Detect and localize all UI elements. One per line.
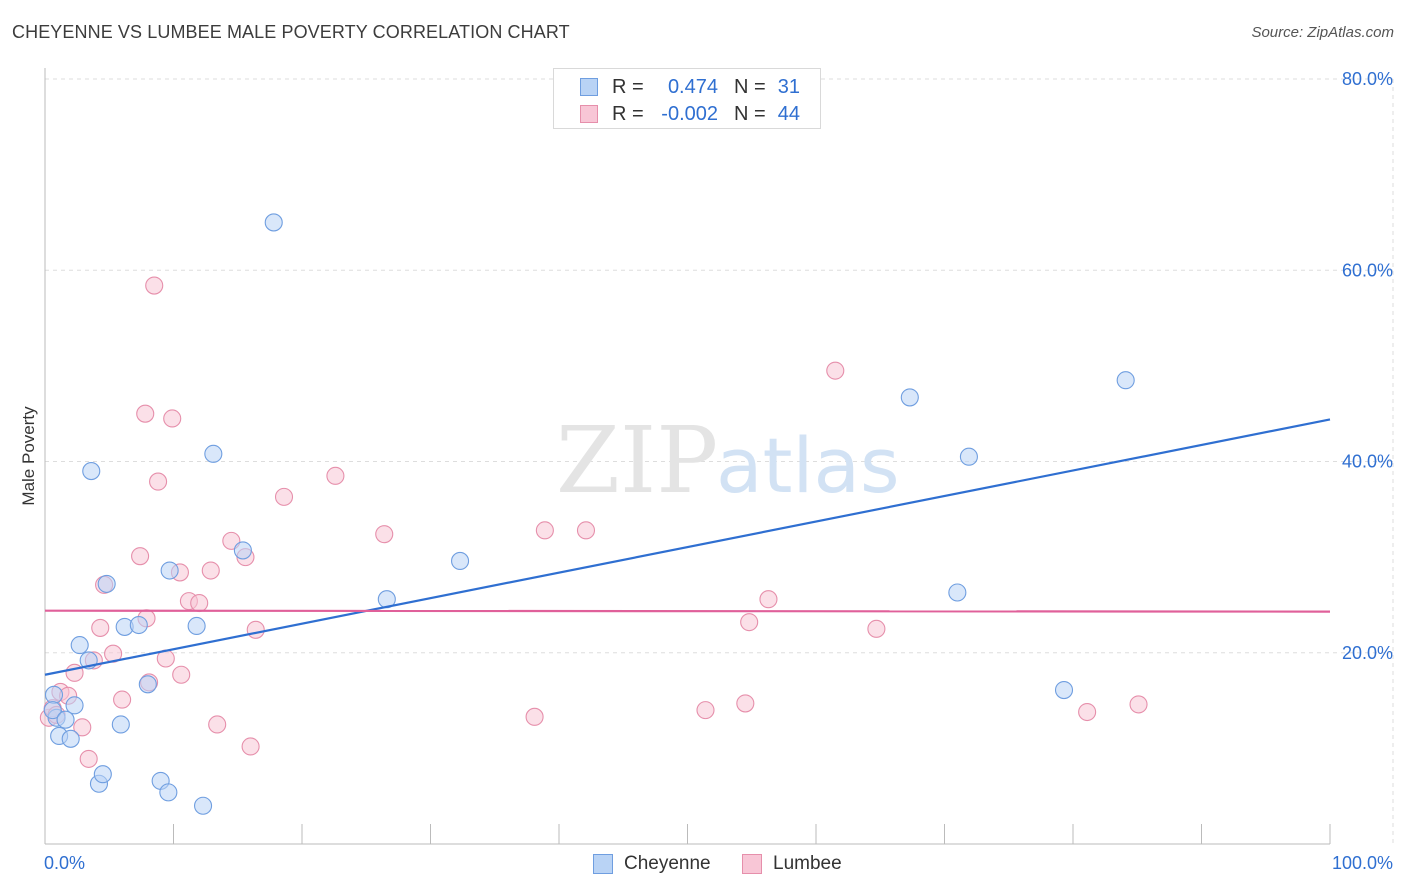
cheyenne-point — [138, 675, 157, 694]
r-value: 0.474 — [667, 76, 718, 98]
bottom-legend-lumbee: Lumbee — [742, 852, 862, 876]
r-value: -0.002 — [661, 103, 718, 125]
watermark-atlas: atlas — [716, 421, 900, 510]
watermark: ZIP atlas — [556, 407, 900, 514]
cheyenne-point — [187, 616, 206, 636]
cheyenne-point — [111, 715, 130, 734]
lumbee-point — [274, 487, 294, 506]
cheyenne-point — [82, 462, 101, 481]
cheyenne-point — [70, 636, 89, 655]
cheyenne-point — [204, 444, 223, 463]
cheyenne-point — [97, 574, 116, 593]
lumbee-point — [149, 472, 168, 491]
legend-row-lumbee: R = -0.002 N = 44 — [554, 101, 820, 127]
cheyenne-point — [61, 729, 80, 748]
y-tick-label: 60.0% — [1342, 260, 1393, 280]
y-tick-label: 40.0% — [1342, 452, 1393, 472]
cheyenne-point — [264, 213, 283, 232]
lumbee-point — [246, 620, 265, 639]
trend-lines — [44, 418, 1331, 676]
cheyenne-point — [233, 541, 252, 560]
lumbee-point — [759, 590, 778, 609]
watermark-zip: ZIP — [556, 407, 718, 514]
lumbee-point — [172, 665, 191, 684]
cheyenne-legend-label: Cheyenne — [624, 853, 711, 874]
cheyenne-point — [43, 701, 62, 720]
lumbee-point — [241, 737, 260, 756]
lumbee-point — [867, 619, 886, 638]
lumbee-point — [375, 525, 394, 544]
n-value: 44 — [777, 103, 800, 125]
cheyenne-point — [1054, 680, 1074, 700]
lumbee-point — [525, 707, 544, 726]
r-label: R = — [612, 76, 644, 98]
cheyenne-point — [451, 551, 470, 571]
lumbee-point — [163, 409, 182, 428]
n-label: N = — [734, 76, 766, 98]
lumbee-point — [145, 276, 164, 295]
cheyenne-point — [900, 388, 919, 407]
lumbee-point — [736, 694, 755, 713]
cheyenne-point — [959, 447, 978, 466]
x-tick-label-max: 100.0% — [1332, 853, 1393, 873]
lumbee-point — [201, 561, 220, 580]
y-tick-label: 80.0% — [1342, 69, 1393, 89]
legend-row-cheyenne: R = 0.474 N = 31 — [554, 74, 820, 100]
cheyenne-legend-swatch — [593, 854, 613, 874]
y-axis-title: Male Poverty — [19, 406, 38, 506]
lumbee-swatch — [580, 105, 598, 123]
lumbee-point — [79, 749, 98, 768]
y-tick-label: 20.0% — [1342, 643, 1393, 663]
cheyenne-point — [129, 615, 148, 635]
lumbee-point — [740, 613, 759, 632]
chart-title: CHEYENNE VS LUMBEE MALE POVERTY CORRELAT… — [12, 22, 570, 42]
lumbee-point — [136, 404, 155, 423]
lumbee-point — [326, 466, 345, 485]
lumbee-point — [696, 701, 715, 720]
lumbee-point — [73, 718, 92, 737]
lumbee-point — [131, 547, 150, 566]
n-value: 31 — [777, 76, 800, 98]
lumbee-point — [826, 361, 845, 380]
lumbee-point — [1078, 702, 1097, 722]
lumbee-point — [535, 521, 554, 540]
correlation-legend: R = 0.474 N = 31 R = -0.002 N = 44 — [553, 68, 821, 129]
cheyenne-point — [194, 796, 213, 815]
lumbee-point — [208, 715, 227, 734]
cheyenne-point — [159, 783, 178, 802]
x-tick-label-min: 0.0% — [44, 853, 85, 873]
lumbee-point — [1129, 695, 1148, 714]
cheyenne-point — [56, 710, 75, 729]
cheyenne-point — [948, 583, 967, 602]
lumbee-point — [91, 618, 110, 637]
bottom-legend-cheyenne: Cheyenne — [593, 852, 723, 876]
lumbee-point — [576, 521, 596, 540]
cheyenne-point — [160, 561, 179, 580]
lumbee-point — [113, 690, 132, 709]
cheyenne-point — [93, 765, 112, 784]
axis-labels: Male Poverty 0.0% 100.0% 20.0% 40.0% 60.0%… — [19, 69, 1393, 873]
cheyenne-point — [65, 696, 84, 715]
cheyenne-point — [44, 685, 64, 704]
lumbee-trend-line — [44, 609, 1331, 613]
cheyenne-point — [1116, 371, 1135, 390]
n-label: N = — [734, 103, 766, 125]
lumbee-legend-swatch — [742, 854, 762, 874]
lumbee-legend-label: Lumbee — [773, 853, 842, 874]
data-points — [39, 213, 1148, 815]
cheyenne-swatch — [580, 78, 598, 96]
r-label: R = — [612, 103, 644, 125]
chart-source: Source: ZipAtlas.com — [1251, 24, 1394, 41]
lumbee-point — [190, 593, 209, 613]
cheyenne-trend-line — [44, 418, 1331, 676]
